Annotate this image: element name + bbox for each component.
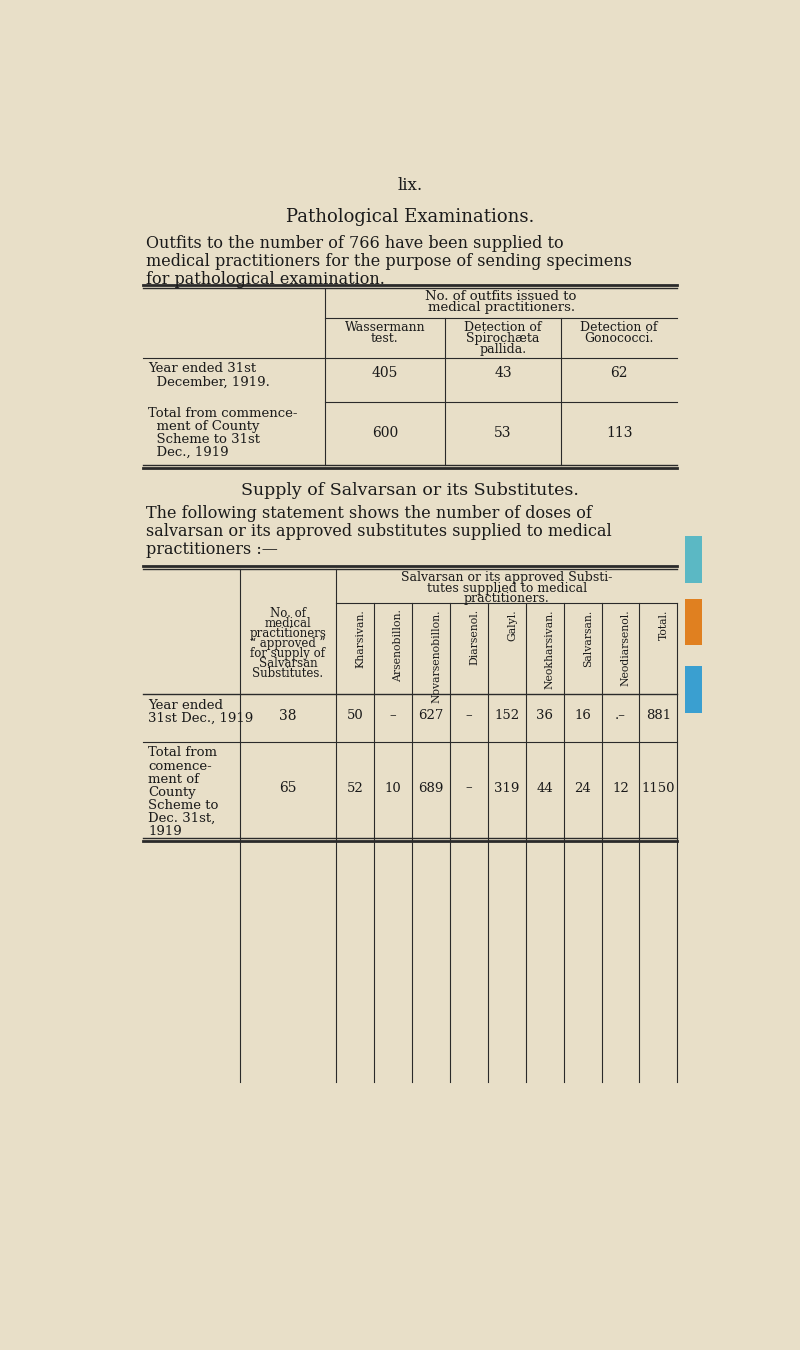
Text: 152: 152 <box>494 709 519 722</box>
Text: 36: 36 <box>536 709 554 722</box>
Text: County: County <box>148 786 196 799</box>
Text: 52: 52 <box>347 782 364 795</box>
Text: Outfits to the number of 766 have been supplied to: Outfits to the number of 766 have been s… <box>146 235 564 252</box>
Text: Spirochæta: Spirochæta <box>466 332 540 346</box>
Text: practitioners :—: practitioners :— <box>146 541 278 558</box>
Text: –: – <box>390 709 397 722</box>
Text: 44: 44 <box>536 782 553 795</box>
Text: medical practitioners.: medical practitioners. <box>427 301 574 315</box>
Text: Dec., 1919: Dec., 1919 <box>148 446 229 459</box>
Bar <box>685 536 702 583</box>
Text: 16: 16 <box>574 709 591 722</box>
Text: for pathological examination.: for pathological examination. <box>146 270 386 288</box>
Text: 53: 53 <box>494 427 512 440</box>
Text: Scheme to: Scheme to <box>148 799 218 811</box>
Text: 38: 38 <box>279 709 297 722</box>
Text: No. of: No. of <box>270 608 306 620</box>
Text: 50: 50 <box>347 709 364 722</box>
Text: Total from commence-: Total from commence- <box>148 406 298 420</box>
Text: 43: 43 <box>494 366 512 379</box>
Text: Diarsenol.: Diarsenol. <box>469 609 479 666</box>
Text: –: – <box>466 782 472 795</box>
Text: 31st Dec., 1919: 31st Dec., 1919 <box>148 711 254 725</box>
Text: 1919: 1919 <box>148 825 182 838</box>
Text: –: – <box>466 709 472 722</box>
Text: 113: 113 <box>606 427 633 440</box>
Text: medical practitioners for the purpose of sending specimens: medical practitioners for the purpose of… <box>146 252 633 270</box>
Text: 405: 405 <box>372 366 398 379</box>
Text: Detection of: Detection of <box>464 321 542 335</box>
Text: Year ended 31st: Year ended 31st <box>148 362 256 375</box>
Text: December, 1919.: December, 1919. <box>148 375 270 389</box>
Text: Substitutes.: Substitutes. <box>252 667 323 680</box>
Text: practitioners: practitioners <box>250 628 326 640</box>
Text: comence-: comence- <box>148 760 212 772</box>
Text: Pathological Examinations.: Pathological Examinations. <box>286 208 534 227</box>
Text: Total from: Total from <box>148 747 217 760</box>
Text: 65: 65 <box>279 782 297 795</box>
Text: tutes supplied to medical: tutes supplied to medical <box>427 582 587 594</box>
Text: 62: 62 <box>610 366 628 379</box>
Text: practitioners.: practitioners. <box>464 593 550 605</box>
Text: ment of: ment of <box>148 772 199 786</box>
Text: Neodiarsenol.: Neodiarsenol. <box>621 609 630 686</box>
Text: Salvarsan or its approved Substi-: Salvarsan or its approved Substi- <box>401 571 613 583</box>
Text: Arsenobillon.: Arsenobillon. <box>394 609 403 682</box>
Text: medical: medical <box>265 617 311 630</box>
Text: lix.: lix. <box>398 177 422 194</box>
Bar <box>685 598 702 645</box>
Bar <box>685 666 702 713</box>
Text: Neokharsivan.: Neokharsivan. <box>545 609 554 688</box>
Text: Kharsivan.: Kharsivan. <box>355 609 366 668</box>
Text: 627: 627 <box>418 709 444 722</box>
Text: Gonococci.: Gonococci. <box>585 332 654 346</box>
Text: .–: .– <box>615 709 626 722</box>
Text: No. of outfits issued to: No. of outfits issued to <box>426 290 577 302</box>
Text: Novarsenobillon.: Novarsenobillon. <box>431 609 441 703</box>
Text: salvarsan or its approved substitutes supplied to medical: salvarsan or its approved substitutes su… <box>146 524 612 540</box>
Text: Dec. 31st,: Dec. 31st, <box>148 811 215 825</box>
Text: for supply of: for supply of <box>250 647 326 660</box>
Text: Galyl.: Galyl. <box>507 609 517 641</box>
Text: Wassermann: Wassermann <box>345 321 425 335</box>
Text: Supply of Salvarsan or its Substitutes.: Supply of Salvarsan or its Substitutes. <box>241 482 579 500</box>
Text: pallida.: pallida. <box>479 343 526 356</box>
Text: Salvarsan: Salvarsan <box>258 657 318 670</box>
Text: “ approved ”: “ approved ” <box>250 637 326 651</box>
Text: 10: 10 <box>385 782 402 795</box>
Text: 1150: 1150 <box>642 782 675 795</box>
Text: Detection of: Detection of <box>581 321 658 335</box>
Text: Total.: Total. <box>658 609 669 640</box>
Text: 319: 319 <box>494 782 519 795</box>
Text: Year ended: Year ended <box>148 699 223 711</box>
Text: 24: 24 <box>574 782 591 795</box>
Text: 12: 12 <box>612 782 629 795</box>
Text: ment of County: ment of County <box>148 420 259 433</box>
Text: The following statement shows the number of doses of: The following statement shows the number… <box>146 505 592 522</box>
Text: Scheme to 31st: Scheme to 31st <box>148 433 260 446</box>
Text: test.: test. <box>371 332 398 346</box>
Text: 600: 600 <box>372 427 398 440</box>
Text: Salvarsan.: Salvarsan. <box>582 609 593 667</box>
Text: 689: 689 <box>418 782 444 795</box>
Text: 881: 881 <box>646 709 671 722</box>
